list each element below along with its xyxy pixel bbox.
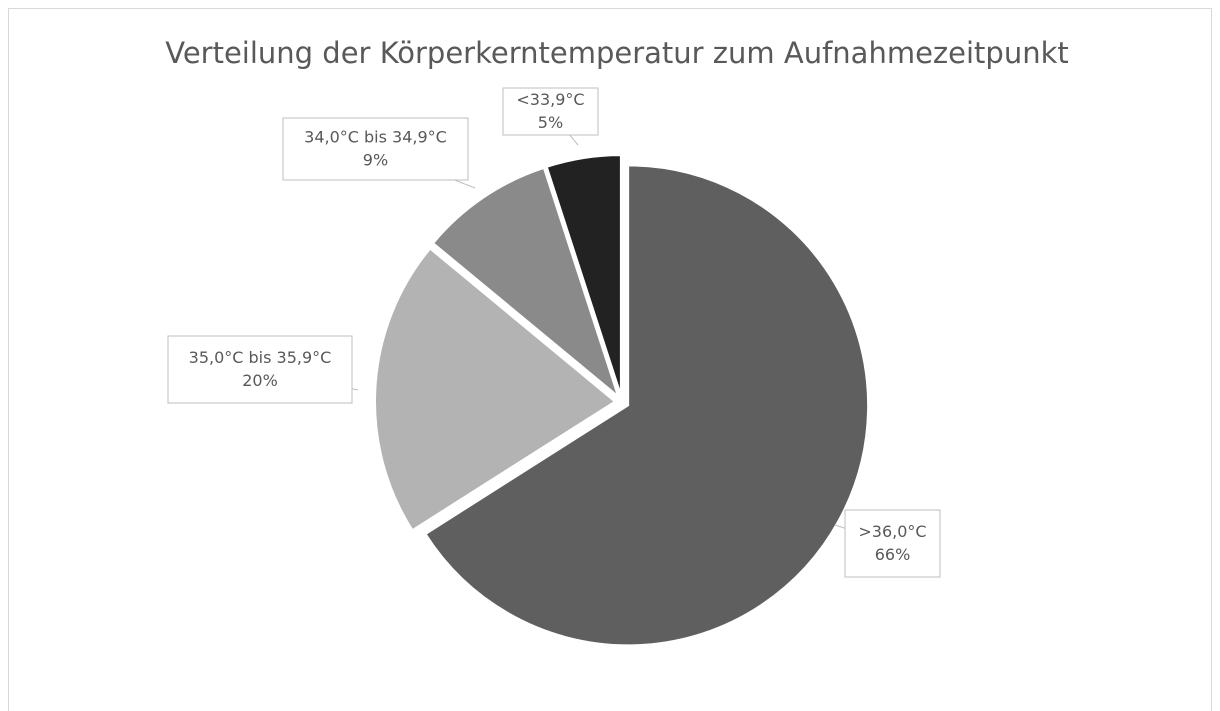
slice-value: 20% (242, 371, 278, 390)
pie-slice (431, 166, 621, 400)
pie-slice (424, 164, 870, 647)
slice-label: 34,0°C bis 34,9°C (304, 128, 447, 147)
slice-value: 9% (363, 151, 388, 170)
slice-value: 5% (538, 113, 563, 132)
pie-slice (545, 154, 622, 396)
slice-value: 66% (875, 545, 911, 564)
slices (374, 154, 870, 647)
slice-label: 35,0°C bis 35,9°C (189, 348, 332, 367)
slice-label: >36,0°C (858, 522, 926, 541)
pie-slice (374, 247, 617, 532)
chart-title: Verteilung der Körperkerntemperatur zum … (165, 36, 1069, 70)
callout-box (167, 335, 353, 404)
slice-label: <33,9°C (516, 90, 584, 109)
callout-box (502, 87, 599, 136)
callout-box (844, 509, 941, 578)
callout-box (282, 117, 469, 181)
labels: >36,0°C 66% 35,0°C bis 35,9°C 20% 34,0°C bis… (167, 87, 941, 578)
